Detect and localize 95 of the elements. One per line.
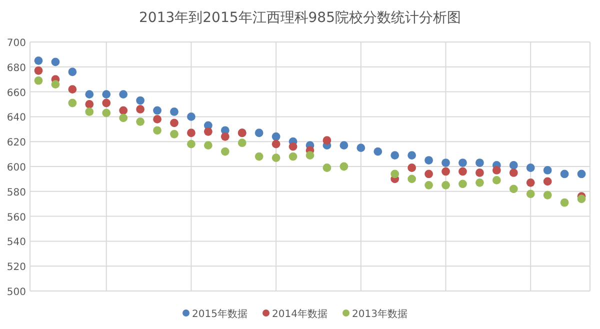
point bbox=[187, 140, 196, 148]
point bbox=[102, 108, 111, 118]
y-tick-label: 540 bbox=[6, 237, 26, 248]
point bbox=[543, 190, 552, 200]
point bbox=[119, 114, 128, 122]
chart-title: 2013年到2015年江西理科985院校分数统计分析图 bbox=[139, 10, 461, 26]
point bbox=[577, 170, 586, 178]
point bbox=[68, 98, 77, 108]
y-tick-label: 600 bbox=[6, 162, 26, 174]
point bbox=[340, 162, 348, 171]
point bbox=[458, 158, 467, 167]
point bbox=[390, 151, 400, 160]
point bbox=[254, 152, 264, 161]
point bbox=[220, 147, 230, 156]
legend-label: 2015年数据 bbox=[192, 308, 248, 320]
y-tick-label: 680 bbox=[6, 62, 26, 74]
point bbox=[51, 80, 60, 89]
point bbox=[170, 130, 178, 138]
point bbox=[204, 141, 212, 150]
point bbox=[220, 132, 230, 141]
point bbox=[458, 180, 467, 188]
legend-label: 2013年数据 bbox=[352, 308, 408, 320]
point bbox=[34, 66, 43, 75]
point bbox=[153, 126, 162, 135]
point bbox=[85, 100, 94, 108]
point bbox=[238, 138, 246, 148]
point bbox=[34, 76, 43, 85]
point bbox=[458, 167, 467, 176]
point bbox=[85, 90, 94, 98]
point bbox=[322, 164, 332, 172]
point bbox=[170, 118, 178, 128]
point bbox=[509, 161, 518, 170]
point bbox=[187, 112, 196, 121]
point bbox=[424, 170, 433, 178]
point bbox=[272, 154, 280, 162]
point bbox=[577, 194, 586, 204]
point bbox=[442, 167, 450, 176]
point bbox=[442, 158, 450, 167]
point bbox=[560, 170, 569, 178]
point bbox=[34, 56, 43, 65]
point bbox=[102, 90, 111, 98]
point bbox=[475, 178, 484, 187]
legend-label: 2014年数据 bbox=[272, 308, 328, 320]
point bbox=[272, 132, 280, 141]
point bbox=[356, 144, 366, 152]
point bbox=[119, 106, 128, 115]
point bbox=[68, 85, 77, 94]
y-tick-label: 660 bbox=[6, 88, 26, 99]
point bbox=[509, 184, 518, 194]
point bbox=[390, 170, 400, 178]
point bbox=[288, 142, 298, 151]
point bbox=[424, 156, 433, 164]
point bbox=[543, 166, 552, 174]
point bbox=[475, 158, 484, 167]
point bbox=[254, 128, 264, 138]
point bbox=[136, 96, 145, 105]
point bbox=[119, 90, 128, 98]
y-tick-label: 640 bbox=[6, 112, 26, 124]
point bbox=[306, 151, 314, 160]
point bbox=[526, 178, 535, 187]
y-tick-label: 620 bbox=[6, 138, 26, 149]
point bbox=[408, 174, 416, 184]
point bbox=[170, 108, 178, 116]
point bbox=[51, 58, 60, 66]
point bbox=[153, 106, 162, 115]
point bbox=[136, 105, 145, 114]
point bbox=[204, 127, 212, 136]
y-tick-label: 520 bbox=[6, 262, 26, 274]
y-tick-label: 500 bbox=[6, 287, 26, 298]
y-tick-label: 560 bbox=[6, 212, 26, 224]
y-tick-label: 700 bbox=[6, 38, 26, 49]
point bbox=[374, 147, 382, 156]
point bbox=[560, 198, 569, 207]
point bbox=[475, 168, 484, 177]
point bbox=[322, 136, 332, 145]
point bbox=[340, 141, 348, 150]
point bbox=[68, 68, 77, 76]
point bbox=[442, 180, 450, 190]
point bbox=[492, 176, 501, 184]
point bbox=[526, 190, 535, 198]
point bbox=[102, 98, 111, 108]
point bbox=[543, 177, 552, 186]
point bbox=[492, 166, 501, 174]
point bbox=[153, 114, 162, 124]
point bbox=[509, 168, 518, 177]
point bbox=[272, 140, 280, 148]
point bbox=[526, 164, 535, 172]
point bbox=[408, 164, 416, 172]
point bbox=[136, 117, 145, 126]
point bbox=[288, 152, 298, 161]
point bbox=[408, 151, 416, 160]
point bbox=[187, 128, 196, 138]
y-tick-label: 580 bbox=[6, 187, 26, 198]
point bbox=[85, 108, 94, 116]
point bbox=[424, 180, 433, 190]
